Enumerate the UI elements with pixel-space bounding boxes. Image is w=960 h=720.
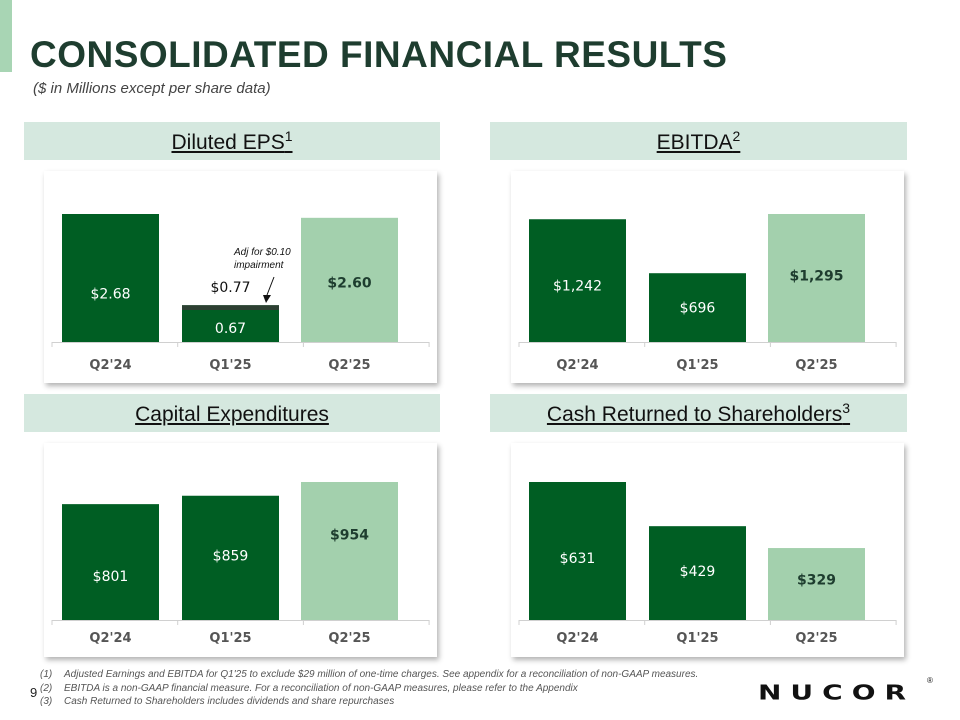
data-label: $631 xyxy=(560,551,596,567)
ebitda-chart: $1,242 Q2'24 $696 Q1'25 $1,295 Q2'25 xyxy=(518,214,897,373)
page-subtitle: ($ in Millions except per share data) xyxy=(33,80,271,97)
ebitda-chart-panel: $1,242 Q2'24 $696 Q1'25 $1,295 Q2'25 xyxy=(511,171,904,383)
bar xyxy=(529,482,626,620)
category-label: Q2'25 xyxy=(795,631,837,646)
category-label: Q2'24 xyxy=(556,358,598,373)
category-label: Q2'24 xyxy=(89,358,131,373)
capex-chart-panel: $801 Q2'24 $859 Q1'25 $954 Q2'25 xyxy=(44,443,437,657)
bar xyxy=(182,305,279,342)
data-label: $429 xyxy=(680,564,716,580)
panel-title: EBITDA2 xyxy=(656,127,741,154)
annotation-text: Adj for $0.10 xyxy=(233,247,291,258)
bar xyxy=(301,217,398,342)
adjusted-value-label: 0.67 xyxy=(215,321,246,337)
page-title: CONSOLIDATED FINANCIAL RESULTS xyxy=(30,34,728,75)
bar xyxy=(62,504,159,620)
data-label: $801 xyxy=(93,569,129,585)
footnote: (2) EBITDA is a non-GAAP financial measur… xyxy=(40,682,578,694)
data-label: $329 xyxy=(797,573,836,589)
bar xyxy=(62,214,159,342)
cash-returned-chart: $631 Q2'24 $429 Q1'25 $329 Q2'25 xyxy=(518,482,897,646)
data-label: $2.68 xyxy=(90,286,130,302)
category-label: Q1'25 xyxy=(676,631,718,646)
eps-panel-header: Diluted EPS1 xyxy=(24,122,440,160)
footnote: (3) Cash Returned to Shareholders include… xyxy=(40,696,395,707)
capex-chart: $801 Q2'24 $859 Q1'25 $954 Q2'25 xyxy=(51,482,430,646)
data-label: $696 xyxy=(680,301,716,317)
category-label: Q2'24 xyxy=(556,631,598,646)
data-label: $1,295 xyxy=(789,268,843,284)
data-label: $954 xyxy=(330,527,369,543)
eps-chart: $2.68 Q2'24 $0.77 Q1'25 $2.60 Q2'25 0.67 Adj fo… xyxy=(51,214,430,373)
page-number: 9 xyxy=(30,685,38,700)
adjustment-cap xyxy=(182,305,279,310)
bar xyxy=(529,219,626,342)
cash-returned-chart-panel: $631 Q2'24 $429 Q1'25 $329 Q2'25 xyxy=(511,443,904,657)
capex-panel-header: Capital Expenditures xyxy=(24,394,440,432)
bar xyxy=(768,214,865,342)
panel-title: Diluted EPS1 xyxy=(171,127,293,154)
annotation-text: impairment xyxy=(234,260,285,271)
category-label: Q2'25 xyxy=(795,358,837,373)
footnote: (1) Adjusted Earnings and EBITDA for Q1'2… xyxy=(40,669,699,680)
accent-bar xyxy=(0,0,12,72)
nucor-logo: NUCOR xyxy=(758,680,916,705)
category-label: Q2'25 xyxy=(328,631,370,646)
bar xyxy=(649,526,746,620)
category-label: Q2'24 xyxy=(89,631,131,646)
data-label: $1,242 xyxy=(553,279,602,295)
panel-title: Capital Expenditures xyxy=(135,402,329,426)
cash-returned-panel-header: Cash Returned to Shareholders3 xyxy=(490,394,907,432)
category-label: Q1'25 xyxy=(209,358,251,373)
annotation-arrowhead xyxy=(263,295,271,303)
panel-title: Cash Returned to Shareholders3 xyxy=(546,399,851,426)
bar xyxy=(301,482,398,620)
bar xyxy=(649,273,746,342)
bar xyxy=(768,548,865,620)
footnotes: (1) Adjusted Earnings and EBITDA for Q1'2… xyxy=(40,668,698,709)
data-label: $0.77 xyxy=(210,280,250,296)
data-label: $859 xyxy=(213,548,249,564)
category-label: Q2'25 xyxy=(328,358,370,373)
data-label: $2.60 xyxy=(327,275,372,291)
registered-mark: ® xyxy=(927,676,933,685)
category-label: Q1'25 xyxy=(676,358,718,373)
eps-chart-panel: $2.68 Q2'24 $0.77 Q1'25 $2.60 Q2'25 0.67 Adj fo… xyxy=(44,171,437,383)
category-label: Q1'25 xyxy=(209,631,251,646)
ebitda-panel-header: EBITDA2 xyxy=(490,122,907,160)
bar xyxy=(182,495,279,620)
annotation-arrow xyxy=(266,276,275,296)
